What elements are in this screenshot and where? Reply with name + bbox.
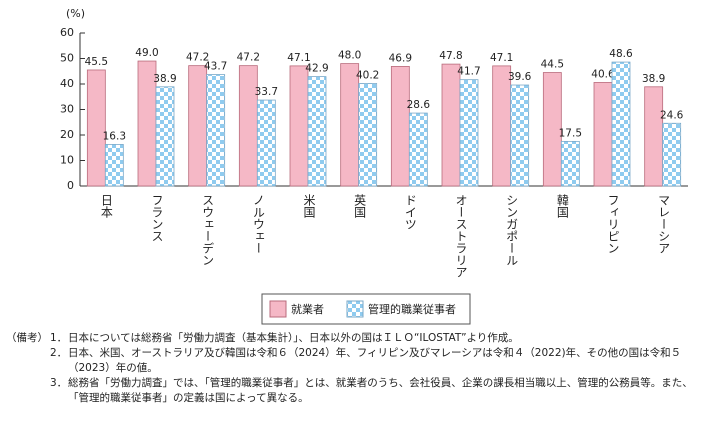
note-txt: 総務省「労働力調査」では、「管理的職業従事者」とは、就業者のうち、会社役員、企業…	[68, 377, 693, 404]
legend-label: 管理的職業従事者	[368, 302, 456, 316]
y-tick-label: 30	[60, 103, 74, 116]
x-tick-label: オーストラリア	[454, 194, 468, 278]
bar	[459, 79, 479, 187]
note-lab: （備考）	[6, 332, 48, 344]
note-num: 1．	[50, 332, 68, 344]
bar	[340, 63, 360, 187]
y-tick-label: 0	[67, 179, 74, 192]
x-tick-label: ドイツ	[403, 194, 417, 230]
notes: （備考） 1． 日本については総務省「労働力調査（基本集計）」、日本以外の国はＩＬＯ…	[6, 331, 706, 406]
bar	[408, 112, 428, 187]
note-lab	[6, 376, 50, 406]
x-tick-label: 日本	[99, 194, 113, 219]
bar	[611, 61, 631, 187]
bar	[256, 99, 276, 187]
value-label: 47.2	[186, 52, 209, 64]
bar	[662, 122, 682, 187]
value-label: 17.5	[559, 127, 582, 139]
note-txt: 日本、米国、オーストラリア及び韓国は令和６（2024）年、フィリピン及びマレーシ…	[68, 347, 682, 374]
bar	[441, 63, 461, 187]
value-label: 48.6	[609, 48, 633, 60]
value-label: 33.7	[255, 86, 278, 98]
legend-label: 就業者	[291, 302, 324, 316]
legend-swatch	[346, 300, 364, 318]
value-label: 28.6	[407, 99, 431, 111]
value-label: 40.2	[356, 69, 379, 81]
bar	[238, 65, 258, 187]
x-tick-label: シンガポール	[505, 194, 519, 266]
note-num: 2．	[50, 347, 68, 359]
bar	[289, 65, 309, 187]
value-label: 43.7	[204, 61, 227, 73]
note-row: 2． 日本、米国、オーストラリア及び韓国は令和６（2024）年、フィリピン及びマレ…	[6, 346, 706, 376]
x-tick-label: フィリピン	[606, 194, 620, 254]
value-label: 44.5	[541, 59, 564, 71]
y-tick-label: 10	[60, 154, 74, 167]
x-tick-label: 米国	[302, 194, 316, 218]
value-label: 42.9	[305, 63, 328, 75]
note-lab	[6, 346, 50, 376]
value-label: 38.9	[642, 73, 665, 85]
legend-swatch	[269, 300, 287, 318]
bar	[358, 83, 378, 187]
legend-box	[261, 293, 471, 325]
x-tick-label: マレーシア	[657, 194, 671, 254]
y-tick-label: 60	[60, 26, 74, 39]
bar	[492, 65, 512, 187]
bar	[542, 72, 562, 187]
value-label: 45.5	[85, 56, 108, 68]
x-tick-label: ノルウェー	[251, 194, 265, 254]
chart: (%) 0 10 20 30 40 50 60 日本 45.5 16.3 フランス 49.0 38.9 ス…	[60, 7, 688, 325]
bar	[86, 69, 106, 187]
note-num: 3．	[50, 377, 68, 389]
y-tick-label: 40	[60, 77, 74, 90]
value-label: 49.0	[135, 47, 158, 59]
value-label: 16.3	[103, 130, 126, 142]
bar	[307, 76, 327, 187]
bar	[104, 144, 124, 187]
x-tick-label: 英国	[353, 194, 367, 218]
y-tick-label: 20	[60, 128, 74, 141]
bar	[206, 74, 226, 187]
note-txt: 日本については総務省「労働力調査（基本集計）」、日本以外の国はＩＬＯ“ILOST…	[68, 332, 519, 344]
x-tick-label: スウェーデン	[201, 194, 215, 266]
bar	[155, 86, 175, 187]
value-label: 47.1	[287, 52, 310, 64]
value-label: 47.1	[490, 52, 513, 64]
note-row: 3． 総務省「労働力調査」では、「管理的職業従事者」とは、就業者のうち、会社役員、…	[6, 376, 706, 406]
bar	[188, 65, 208, 187]
y-axis-label: (%)	[66, 7, 85, 20]
value-label: 48.0	[338, 50, 361, 62]
bar	[510, 84, 530, 187]
value-label: 39.6	[508, 71, 532, 83]
value-label: 46.9	[389, 52, 412, 64]
y-tick-label: 50	[60, 52, 74, 65]
value-label: 47.2	[237, 52, 260, 64]
x-tick-label: 韓国	[555, 194, 569, 218]
bar	[390, 66, 410, 187]
bar	[593, 82, 613, 187]
x-tick-label: フランス	[150, 194, 164, 242]
bar	[644, 86, 664, 187]
value-label: 47.8	[439, 50, 462, 62]
value-label: 24.6	[660, 109, 684, 121]
note-row: （備考） 1． 日本については総務省「労働力調査（基本集計）」、日本以外の国はＩＬＯ…	[6, 331, 706, 346]
value-label: 38.9	[153, 73, 176, 85]
bar	[560, 140, 580, 187]
value-label: 40.6	[591, 68, 615, 80]
value-label: 41.7	[457, 66, 480, 78]
